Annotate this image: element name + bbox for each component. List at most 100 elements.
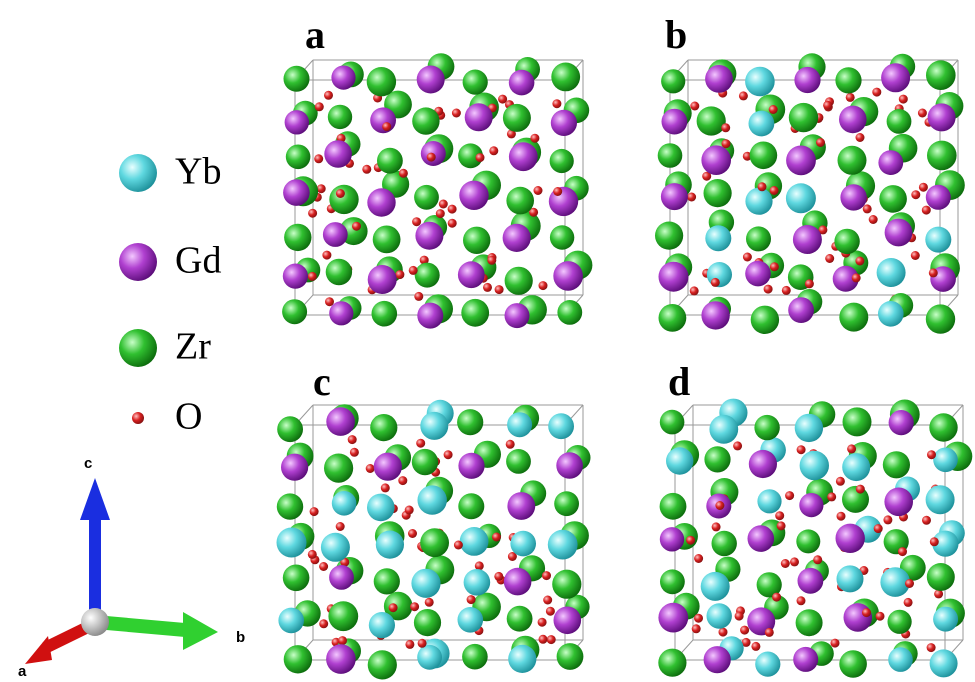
atom bbox=[770, 186, 779, 195]
atom bbox=[352, 222, 361, 231]
atom bbox=[308, 209, 317, 218]
atom bbox=[655, 222, 683, 250]
atom bbox=[319, 562, 328, 571]
atom bbox=[542, 571, 551, 580]
atom bbox=[751, 306, 779, 334]
atom bbox=[797, 596, 806, 605]
atom bbox=[796, 609, 823, 636]
atom bbox=[840, 184, 866, 210]
atom bbox=[405, 640, 414, 649]
atom bbox=[694, 554, 703, 563]
atom bbox=[929, 413, 957, 441]
atom bbox=[503, 224, 531, 252]
atom bbox=[420, 528, 449, 557]
atom bbox=[775, 511, 784, 520]
atom bbox=[694, 614, 703, 623]
atom bbox=[411, 569, 440, 598]
atom bbox=[398, 476, 407, 485]
atom bbox=[690, 102, 699, 111]
atom bbox=[750, 142, 778, 170]
atom bbox=[823, 101, 832, 110]
atom bbox=[883, 451, 910, 478]
atom bbox=[831, 639, 840, 648]
atom bbox=[805, 279, 814, 288]
atom bbox=[878, 150, 903, 175]
atom bbox=[692, 624, 701, 633]
atom bbox=[739, 91, 748, 100]
atom bbox=[847, 444, 856, 453]
atom bbox=[743, 253, 752, 262]
atom bbox=[505, 303, 530, 328]
atom bbox=[283, 565, 310, 592]
atom bbox=[662, 109, 688, 135]
atom bbox=[926, 304, 955, 333]
atom bbox=[926, 185, 951, 210]
atom bbox=[927, 643, 936, 652]
atom bbox=[503, 104, 531, 132]
atom bbox=[785, 491, 794, 500]
atom bbox=[856, 485, 865, 494]
atom bbox=[660, 410, 685, 435]
atom bbox=[417, 303, 443, 329]
atom bbox=[705, 65, 733, 93]
atom bbox=[748, 525, 775, 552]
atom bbox=[321, 533, 350, 562]
atom bbox=[925, 227, 951, 253]
atom bbox=[842, 453, 870, 481]
atom bbox=[769, 105, 778, 114]
atom bbox=[322, 251, 331, 260]
atom bbox=[827, 492, 836, 501]
atom bbox=[701, 301, 729, 329]
atom bbox=[509, 70, 535, 96]
atom bbox=[786, 146, 816, 176]
atom bbox=[782, 286, 791, 295]
atom bbox=[315, 102, 324, 111]
atom bbox=[549, 187, 578, 216]
atom bbox=[489, 146, 498, 155]
atom bbox=[368, 265, 397, 294]
panel-label: a bbox=[305, 12, 325, 57]
atom bbox=[439, 200, 448, 209]
atom bbox=[332, 491, 357, 516]
atom bbox=[348, 435, 357, 444]
origin bbox=[81, 608, 109, 636]
atom bbox=[552, 99, 561, 108]
atom bbox=[328, 105, 352, 129]
atom bbox=[494, 572, 503, 581]
atom bbox=[389, 603, 398, 612]
atom bbox=[856, 133, 865, 142]
legend-label: Gd bbox=[175, 240, 221, 282]
atom bbox=[557, 300, 582, 325]
atom bbox=[492, 533, 501, 542]
atom bbox=[507, 606, 533, 632]
c-arrow bbox=[80, 478, 110, 520]
atom bbox=[543, 596, 552, 605]
atom bbox=[922, 206, 931, 215]
atom bbox=[930, 649, 958, 677]
atom bbox=[835, 67, 861, 93]
atom bbox=[373, 226, 401, 254]
atom bbox=[376, 531, 404, 559]
atom bbox=[721, 123, 730, 132]
atom bbox=[878, 301, 904, 327]
atom bbox=[510, 531, 536, 557]
atom bbox=[458, 453, 484, 479]
atom bbox=[448, 219, 457, 228]
atom bbox=[277, 416, 303, 442]
atom bbox=[926, 485, 955, 514]
atom bbox=[427, 153, 436, 162]
atom bbox=[754, 415, 779, 440]
atom bbox=[876, 612, 885, 621]
atom bbox=[283, 264, 308, 289]
atom bbox=[798, 568, 824, 594]
atom bbox=[412, 449, 438, 475]
atom bbox=[370, 414, 397, 441]
atom bbox=[415, 222, 443, 250]
crystal-structure bbox=[655, 53, 965, 334]
atom bbox=[460, 527, 489, 556]
atom bbox=[336, 522, 345, 531]
atom bbox=[800, 451, 829, 480]
axis-label: b bbox=[236, 629, 245, 646]
atom bbox=[399, 169, 408, 178]
atom bbox=[362, 165, 371, 174]
